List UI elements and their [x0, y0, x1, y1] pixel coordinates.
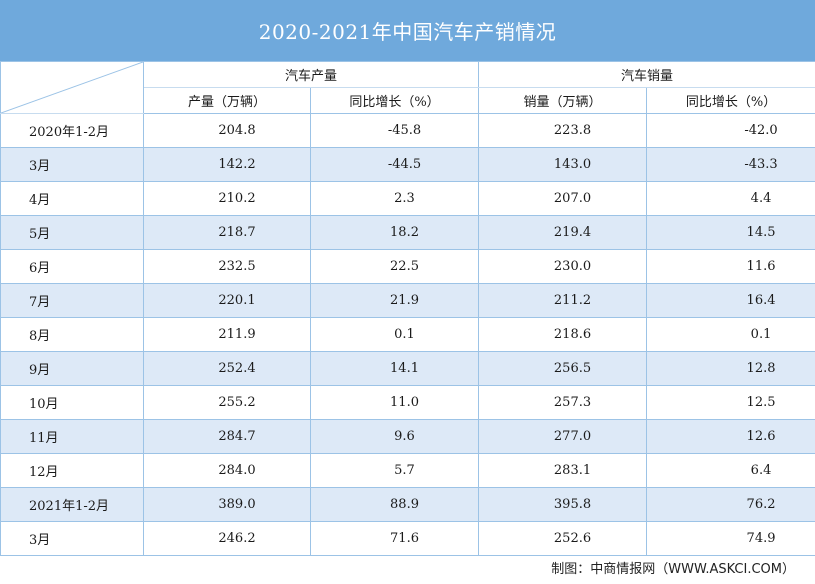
- table-row: 3月 246.2 71.6 252.6 74.9: [0, 521, 815, 556]
- sales-header: 销量（万辆）: [478, 87, 648, 114]
- sales-yoy-cell: 12.5: [646, 385, 815, 420]
- table-row: 2021年1-2月 389.0 88.9 395.8 76.2: [0, 487, 815, 522]
- period-cell: 9月: [0, 351, 144, 386]
- period-cell: 2020年1-2月: [0, 113, 144, 148]
- sales-yoy-cell: -43.3: [646, 147, 815, 182]
- production-yoy-cell: 9.6: [309, 419, 480, 454]
- production-group-header: 汽车产量: [142, 61, 480, 88]
- sales-yoy-cell: 0.1: [646, 317, 815, 352]
- sales-cell: 230.0: [478, 249, 648, 284]
- sales-cell: 277.0: [478, 419, 648, 454]
- production-cell: 284.0: [143, 453, 311, 488]
- period-cell: 4月: [0, 181, 144, 216]
- production-cell: 210.2: [143, 181, 311, 216]
- sales-cell: 252.6: [478, 521, 648, 556]
- table-row: 2020年1-2月 204.8 -45.8 223.8 -42.0: [0, 113, 815, 148]
- sales-cell: 223.8: [478, 113, 648, 148]
- production-yoy-cell: 14.1: [309, 351, 480, 386]
- production-header: 产量（万辆）: [143, 87, 311, 114]
- sales-cell: 218.6: [478, 317, 648, 352]
- sales-yoy-header: 同比增长（%）: [646, 87, 815, 114]
- production-cell: 389.0: [143, 487, 311, 522]
- sales-cell: 395.8: [478, 487, 648, 522]
- period-cell: 5月: [0, 215, 144, 250]
- sales-cell: 207.0: [478, 181, 648, 216]
- production-cell: 232.5: [143, 249, 311, 284]
- sales-yoy-cell: 4.4: [646, 181, 815, 216]
- table-row: 9月 252.4 14.1 256.5 12.8: [0, 351, 815, 386]
- period-cell: 10月: [0, 385, 144, 420]
- sales-cell: 219.4: [478, 215, 648, 250]
- production-yoy-cell: 0.1: [309, 317, 480, 352]
- sales-cell: 257.3: [478, 385, 648, 420]
- production-yoy-cell: -45.8: [309, 113, 480, 148]
- period-cell: 3月: [0, 147, 144, 182]
- footer-credit: 制图：中商情报网（WWW.ASKCI.COM）: [551, 562, 795, 577]
- sales-cell: 256.5: [478, 351, 648, 386]
- table-row: 11月 284.7 9.6 277.0 12.6: [0, 419, 815, 454]
- production-yoy-cell: 22.5: [309, 249, 480, 284]
- sales-cell: 211.2: [478, 283, 648, 318]
- sales-yoy-cell: 76.2: [646, 487, 815, 522]
- production-yoy-cell: 2.3: [309, 181, 480, 216]
- table-row: 4月 210.2 2.3 207.0 4.4: [0, 181, 815, 216]
- sales-yoy-cell: 74.9: [646, 521, 815, 556]
- sales-cell: 283.1: [478, 453, 648, 488]
- sales-yoy-cell: 14.5: [646, 215, 815, 250]
- period-cell: 2021年1-2月: [0, 487, 144, 522]
- period-cell: 7月: [0, 283, 144, 318]
- period-cell: 8月: [0, 317, 144, 352]
- table-title: 2020-2021年中国汽车产销情况: [0, 0, 815, 61]
- production-yoy-cell: 88.9: [309, 487, 480, 522]
- sales-yoy-cell: 11.6: [646, 249, 815, 284]
- production-cell: 252.4: [143, 351, 311, 386]
- sales-yoy-cell: 12.6: [646, 419, 815, 454]
- table-row: 6月 232.5 22.5 230.0 11.6: [0, 249, 815, 284]
- period-cell: 6月: [0, 249, 144, 284]
- sales-yoy-cell: 12.8: [646, 351, 815, 386]
- sales-group-header: 汽车销量: [478, 61, 815, 88]
- sales-cell: 143.0: [478, 147, 648, 182]
- production-yoy-cell: 71.6: [309, 521, 480, 556]
- table-row: 8月 211.9 0.1 218.6 0.1: [0, 317, 815, 352]
- production-cell: 204.8: [143, 113, 311, 148]
- sales-yoy-cell: -42.0: [646, 113, 815, 148]
- sales-yoy-cell: 16.4: [646, 283, 815, 318]
- production-sales-table: 汽车产量 汽车销量 产量（万辆） 同比增长（%） 销量（万辆） 同比增长（%） …: [0, 61, 815, 556]
- production-yoy-cell: 5.7: [309, 453, 480, 488]
- production-cell: 211.9: [143, 317, 311, 352]
- period-cell: 3月: [0, 521, 144, 556]
- table-row: 7月 220.1 21.9 211.2 16.4: [0, 283, 815, 318]
- period-cell: 11月: [0, 419, 144, 454]
- production-cell: 218.7: [143, 215, 311, 250]
- production-yoy-cell: 21.9: [309, 283, 480, 318]
- production-cell: 255.2: [143, 385, 311, 420]
- production-cell: 220.1: [143, 283, 311, 318]
- corner-diagonal: [1, 62, 143, 113]
- sales-yoy-cell: 6.4: [646, 453, 815, 488]
- table-row: 10月 255.2 11.0 257.3 12.5: [0, 385, 815, 420]
- table-row: 3月 142.2 -44.5 143.0 -43.3: [0, 147, 815, 182]
- production-yoy-cell: 18.2: [309, 215, 480, 250]
- production-yoy-cell: -44.5: [309, 147, 480, 182]
- production-cell: 246.2: [143, 521, 311, 556]
- table-row: 5月 218.7 18.2 219.4 14.5: [0, 215, 815, 250]
- period-cell: 12月: [0, 453, 144, 488]
- production-yoy-header: 同比增长（%）: [309, 87, 480, 114]
- production-cell: 284.7: [143, 419, 311, 454]
- production-yoy-cell: 11.0: [309, 385, 480, 420]
- production-cell: 142.2: [143, 147, 311, 182]
- corner-cell: [0, 61, 144, 114]
- table-row: 12月 284.0 5.7 283.1 6.4: [0, 453, 815, 488]
